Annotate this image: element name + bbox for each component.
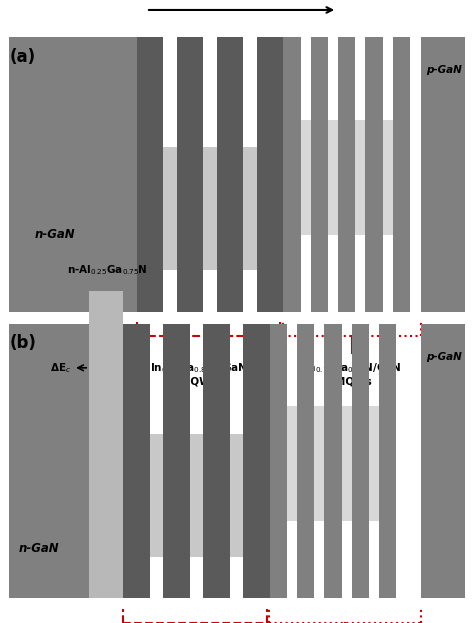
Bar [365, 37, 383, 312]
Text: In$_{0.10}$Ga$_{0.90}$N/GaN
MQWs: In$_{0.10}$Ga$_{0.90}$N/GaN MQWs [304, 361, 402, 386]
Bar [177, 37, 203, 312]
Bar [163, 324, 190, 598]
Bar [287, 406, 297, 521]
Bar [314, 406, 324, 521]
Bar [150, 434, 163, 557]
Text: p-GaN: p-GaN [426, 352, 462, 362]
Bar [137, 37, 163, 312]
Bar [338, 37, 356, 312]
Text: n-GaN: n-GaN [35, 228, 75, 241]
Bar [243, 147, 257, 270]
Text: ΔE$_c$: ΔE$_c$ [50, 361, 71, 374]
Bar [270, 324, 287, 598]
Bar [190, 434, 203, 557]
Bar [301, 120, 311, 235]
Bar [352, 324, 369, 598]
Bar [203, 324, 230, 598]
Text: (a): (a) [9, 47, 36, 65]
Bar [324, 324, 342, 598]
Bar [89, 291, 123, 598]
Text: n-Al$_{0.25}$Ga$_{0.75}$N: n-Al$_{0.25}$Ga$_{0.75}$N [67, 264, 148, 277]
Bar [123, 324, 150, 598]
Bar [421, 37, 465, 312]
Text: (b): (b) [9, 334, 36, 352]
Bar [311, 37, 328, 312]
Bar [383, 120, 392, 235]
Bar [297, 324, 314, 598]
Bar [342, 406, 352, 521]
Bar [217, 37, 243, 312]
Text: n-GaN: n-GaN [19, 542, 59, 555]
Bar [369, 406, 379, 521]
Bar [392, 37, 410, 312]
Bar [379, 324, 396, 598]
Text: p-GaN: p-GaN [426, 65, 462, 75]
Bar [9, 324, 89, 598]
Text: In$_{0.18}$Ga$_{0.82}$N/GaN
MQWs: In$_{0.18}$Ga$_{0.82}$N/GaN MQWs [150, 361, 247, 386]
Bar [203, 147, 217, 270]
Bar [421, 324, 465, 598]
Bar [243, 324, 270, 598]
Bar [328, 120, 338, 235]
Bar [257, 37, 283, 312]
Bar [9, 37, 137, 312]
Bar [356, 120, 365, 235]
Bar [163, 147, 177, 270]
Bar [283, 37, 301, 312]
Bar [230, 434, 243, 557]
